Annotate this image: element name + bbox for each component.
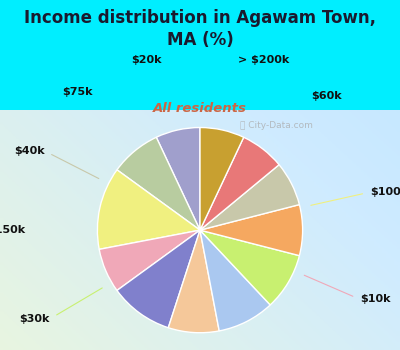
Text: $100k: $100k: [370, 187, 400, 197]
Wedge shape: [156, 127, 200, 230]
Text: $20k: $20k: [132, 55, 162, 65]
Wedge shape: [200, 127, 244, 230]
Wedge shape: [200, 205, 303, 256]
Text: ⓘ City-Data.com: ⓘ City-Data.com: [240, 121, 313, 130]
Wedge shape: [200, 230, 299, 305]
Wedge shape: [117, 230, 200, 328]
Text: $150k: $150k: [0, 225, 26, 235]
Wedge shape: [200, 137, 279, 230]
Text: Income distribution in Agawam Town,
MA (%): Income distribution in Agawam Town, MA (…: [24, 9, 376, 49]
Wedge shape: [168, 230, 219, 333]
Wedge shape: [97, 170, 200, 249]
Text: $30k: $30k: [20, 314, 50, 324]
Text: $10k: $10k: [360, 294, 390, 304]
Wedge shape: [200, 230, 270, 331]
Wedge shape: [99, 230, 200, 290]
Text: $60k: $60k: [311, 91, 342, 101]
Wedge shape: [117, 137, 200, 230]
Wedge shape: [200, 165, 299, 230]
Text: > $200k: > $200k: [238, 55, 289, 65]
Text: All residents: All residents: [153, 102, 247, 114]
Text: $40k: $40k: [14, 146, 44, 156]
Text: $75k: $75k: [62, 87, 93, 97]
